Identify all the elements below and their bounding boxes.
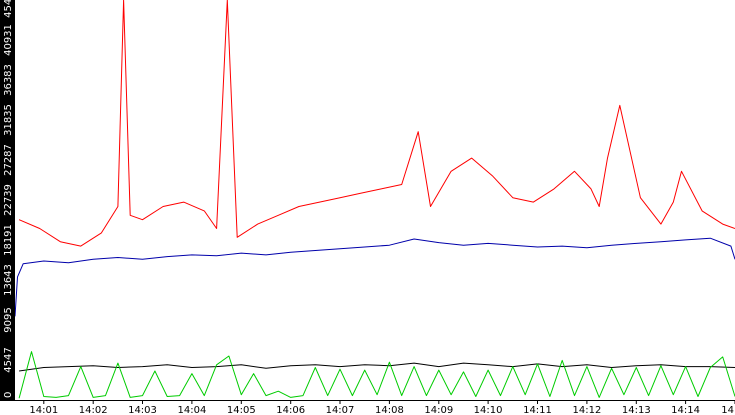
x-tick-label: 14:07 <box>326 405 355 415</box>
y-tick-label: 18191 <box>3 224 14 256</box>
x-tick-label: 14:09 <box>424 405 453 415</box>
x-tick-label: 14:08 <box>375 405 404 415</box>
y-tick-labels: 0 4547 9095 13643 18191 22739 27287 31835 36383 4… <box>3 0 14 398</box>
x-tick-label: 14:10 <box>474 405 503 415</box>
x-tick-labels: 14:01 14:02 14:03 14:04 14:05 14:06 14:07 14:08… <box>29 400 735 415</box>
x-tick-label: 14:06 <box>276 405 305 415</box>
y-tick-label: 36383 <box>3 64 14 96</box>
y-tick-label: 27287 <box>3 144 14 176</box>
y-tick-label: 0 <box>3 392 14 398</box>
series-line-2 <box>14 237 735 317</box>
y-tick-label: 9095 <box>3 307 14 332</box>
series-layer <box>14 0 735 399</box>
y-tick-label: 4547 <box>3 347 14 372</box>
series-line-3 <box>19 362 735 372</box>
x-tick-label: 14:13 <box>622 405 651 415</box>
x-tick-label: 14:04 <box>177 405 206 415</box>
y-axis-rail <box>0 0 15 400</box>
x-tick-label: 14:03 <box>128 405 157 415</box>
x-tick-label: 14:02 <box>79 405 108 415</box>
x-tick-label: 14:05 <box>227 405 256 415</box>
series-line-4 <box>18 351 735 399</box>
y-tick-label: 31835 <box>3 104 14 136</box>
x-tick-label: 14:14 <box>671 405 700 415</box>
x-tick-label: 14:01 <box>29 405 58 415</box>
y-tick-label: 45479 <box>3 0 14 18</box>
y-tick-label: 22739 <box>3 184 14 216</box>
x-tick-label: 14 <box>721 405 734 415</box>
y-tick-label: 40931 <box>3 24 14 56</box>
x-tick-label: 14:11 <box>523 405 552 415</box>
x-tick-label: 14:12 <box>572 405 601 415</box>
y-tick-label: 13643 <box>3 264 14 296</box>
series-line-1 <box>18 0 735 247</box>
